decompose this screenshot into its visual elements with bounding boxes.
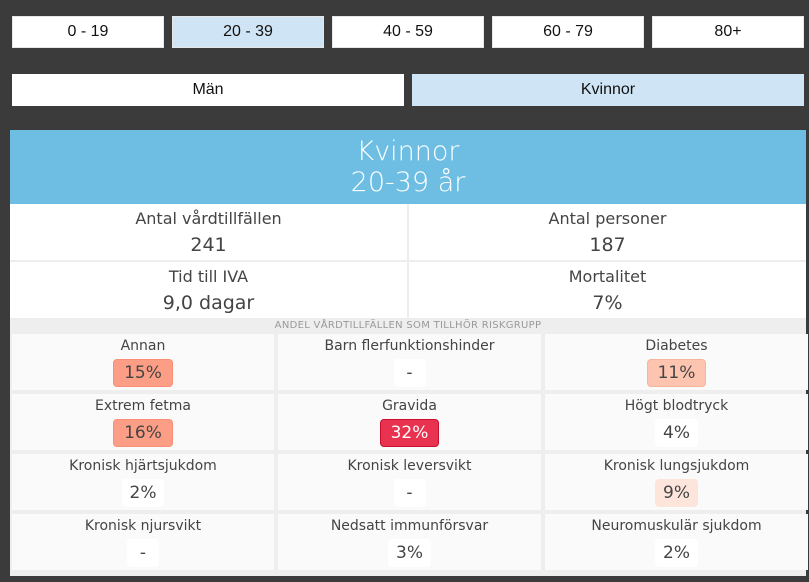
sex-button-women[interactable]: Kvinnor	[412, 74, 804, 106]
stat-label: Antal personer	[548, 209, 667, 228]
stat-label: Antal vårdtillfällen	[135, 209, 282, 228]
risk-group-label: Kronisk leversvikt	[347, 458, 472, 474]
risk-group-label: Barn flerfunktionshinder	[324, 338, 495, 354]
risk-group-cell: Nedsatt immunförsvar 3%	[278, 514, 541, 570]
risk-group-cell: Neuromuskulär sjukdom 2%	[545, 514, 808, 570]
stat-value: 9,0 dagar	[162, 292, 255, 314]
risk-group-value: -	[127, 539, 159, 567]
age-button-40-59[interactable]: 40 - 59	[332, 16, 484, 48]
risk-group-cell: Högt blodtryck 4%	[545, 394, 808, 450]
risk-group-cell: Diabetes 11%	[545, 334, 808, 390]
risk-group-value: 3%	[388, 539, 431, 567]
stat-admissions: Antal vårdtillfällen 241	[10, 204, 407, 260]
risk-group-value: 15%	[113, 359, 173, 387]
header-title: Kvinnor	[356, 136, 460, 167]
stat-value: 187	[589, 234, 626, 256]
summary-stats: Antal vårdtillfällen 241 Antal personer …	[10, 204, 806, 318]
sex-button-men[interactable]: Män	[12, 74, 404, 106]
risk-section-title: ANDEL VÅRDTILLFÄLLEN SOM TILLHÖR RISKGRU…	[274, 320, 542, 331]
sex-selector: Män Kvinnor	[12, 74, 804, 106]
risk-group-cell: Extrem fetma 16%	[12, 394, 274, 450]
age-button-20-39[interactable]: 20 - 39	[172, 16, 324, 48]
risk-group-cell: Barn flerfunktionshinder -	[278, 334, 541, 390]
stat-label: Mortalitet	[568, 267, 647, 286]
risk-group-label: Kronisk lungsjukdom	[603, 458, 750, 474]
risk-group-label: Extrem fetma	[94, 398, 192, 414]
risk-group-cell: Kronisk hjärtsjukdom 2%	[12, 454, 274, 510]
risk-group-label: Gravida	[382, 398, 437, 414]
risk-group-grid: Annan 15% Barn flerfunktionshinder - Dia…	[10, 334, 808, 570]
stat-value: 241	[190, 234, 227, 256]
risk-group-value: 32%	[379, 419, 440, 447]
risk-group-value: 9%	[655, 479, 698, 507]
age-button-60-79[interactable]: 60 - 79	[492, 16, 644, 48]
risk-group-label: Högt blodtryck	[624, 398, 729, 414]
age-group-selector: 0 - 19 20 - 39 40 - 59 60 - 79 80+	[12, 16, 804, 48]
risk-group-label: Neuromuskulär sjukdom	[591, 518, 762, 534]
risk-group-label: Annan	[120, 338, 166, 354]
stat-mortality: Mortalitet 7%	[409, 262, 806, 318]
age-button-0-19[interactable]: 0 - 19	[12, 16, 164, 48]
age-button-80-plus[interactable]: 80+	[652, 16, 804, 48]
stat-time-to-icu: Tid till IVA 9,0 dagar	[10, 262, 407, 318]
risk-group-label: Kronisk hjärtsjukdom	[69, 458, 217, 474]
risk-group-value: 2%	[655, 539, 698, 567]
risk-group-value: -	[393, 359, 426, 387]
risk-group-value: -	[393, 479, 426, 507]
risk-group-value: 2%	[121, 479, 165, 507]
risk-group-label: Nedsatt immunförsvar	[330, 518, 489, 534]
stat-label: Tid till IVA	[168, 267, 249, 286]
risk-group-cell: Annan 15%	[12, 334, 274, 390]
header-subtitle: 20-39 år	[350, 167, 466, 198]
risk-group-cell: Kronisk lungsjukdom 9%	[545, 454, 808, 510]
panel-header: Kvinnor 20-39 år	[10, 130, 806, 204]
risk-group-cell: Kronisk njursvikt -	[12, 514, 274, 570]
statistics-panel: Kvinnor 20-39 år Antal vårdtillfällen 24…	[10, 130, 808, 576]
risk-group-label: Diabetes	[645, 338, 708, 354]
risk-group-cell: Kronisk leversvikt -	[278, 454, 541, 510]
risk-group-value: 11%	[646, 359, 707, 387]
stat-value: 7%	[592, 292, 623, 314]
risk-group-value: 4%	[655, 419, 698, 447]
risk-group-cell: Gravida 32%	[278, 394, 541, 450]
risk-group-value: 16%	[113, 419, 173, 447]
risk-group-label: Kronisk njursvikt	[84, 518, 202, 534]
stat-persons: Antal personer 187	[409, 204, 806, 260]
